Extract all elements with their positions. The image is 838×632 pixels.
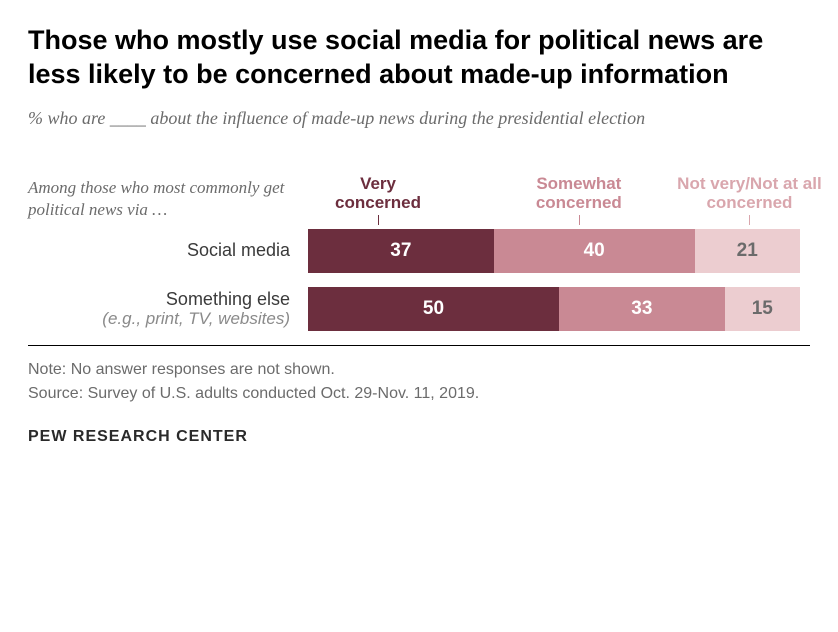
chart-subtitle: % who are ____ about the influence of ma… [28, 106, 810, 131]
bar-segment: 33 [559, 287, 725, 331]
legend-row: Among those who most commonly get politi… [28, 171, 810, 225]
legend-item: Somewhat concerned [519, 174, 639, 213]
bar-segment: 15 [725, 287, 800, 331]
row-label-main: Something else [28, 289, 290, 310]
chart-area: Among those who most commonly get politi… [28, 171, 810, 331]
bar-segment: 40 [494, 229, 695, 273]
bar-segment: 50 [308, 287, 559, 331]
bar-container: 503315 [308, 287, 810, 331]
bar-row: Social media 374021 [28, 229, 810, 273]
source-text: Source: Survey of U.S. adults conducted … [28, 382, 810, 406]
bar-segment: 21 [695, 229, 800, 273]
bar-container: 374021 [308, 229, 810, 273]
row-label-main: Social media [28, 240, 290, 261]
legend-item: Very concerned [318, 174, 438, 213]
footnotes: Note: No answer responses are not shown.… [28, 345, 810, 406]
legend-labels: Very concernedSomewhat concernedNot very… [308, 171, 810, 225]
row-sublabel: (e.g., print, TV, websites) [28, 309, 290, 329]
row-label: Something else(e.g., print, TV, websites… [28, 289, 308, 329]
legend-item: Not very/Not at all concerned [674, 174, 824, 213]
legend-left-caption: Among those who most commonly get politi… [28, 177, 308, 225]
bar-segment: 37 [308, 229, 494, 273]
row-label: Social media [28, 240, 308, 261]
footer-attribution: PEW RESEARCH CENTER [28, 428, 810, 446]
bar-row: Something else(e.g., print, TV, websites… [28, 287, 810, 331]
chart-title: Those who mostly use social media for po… [28, 24, 810, 92]
note-text: Note: No answer responses are not shown. [28, 358, 810, 382]
